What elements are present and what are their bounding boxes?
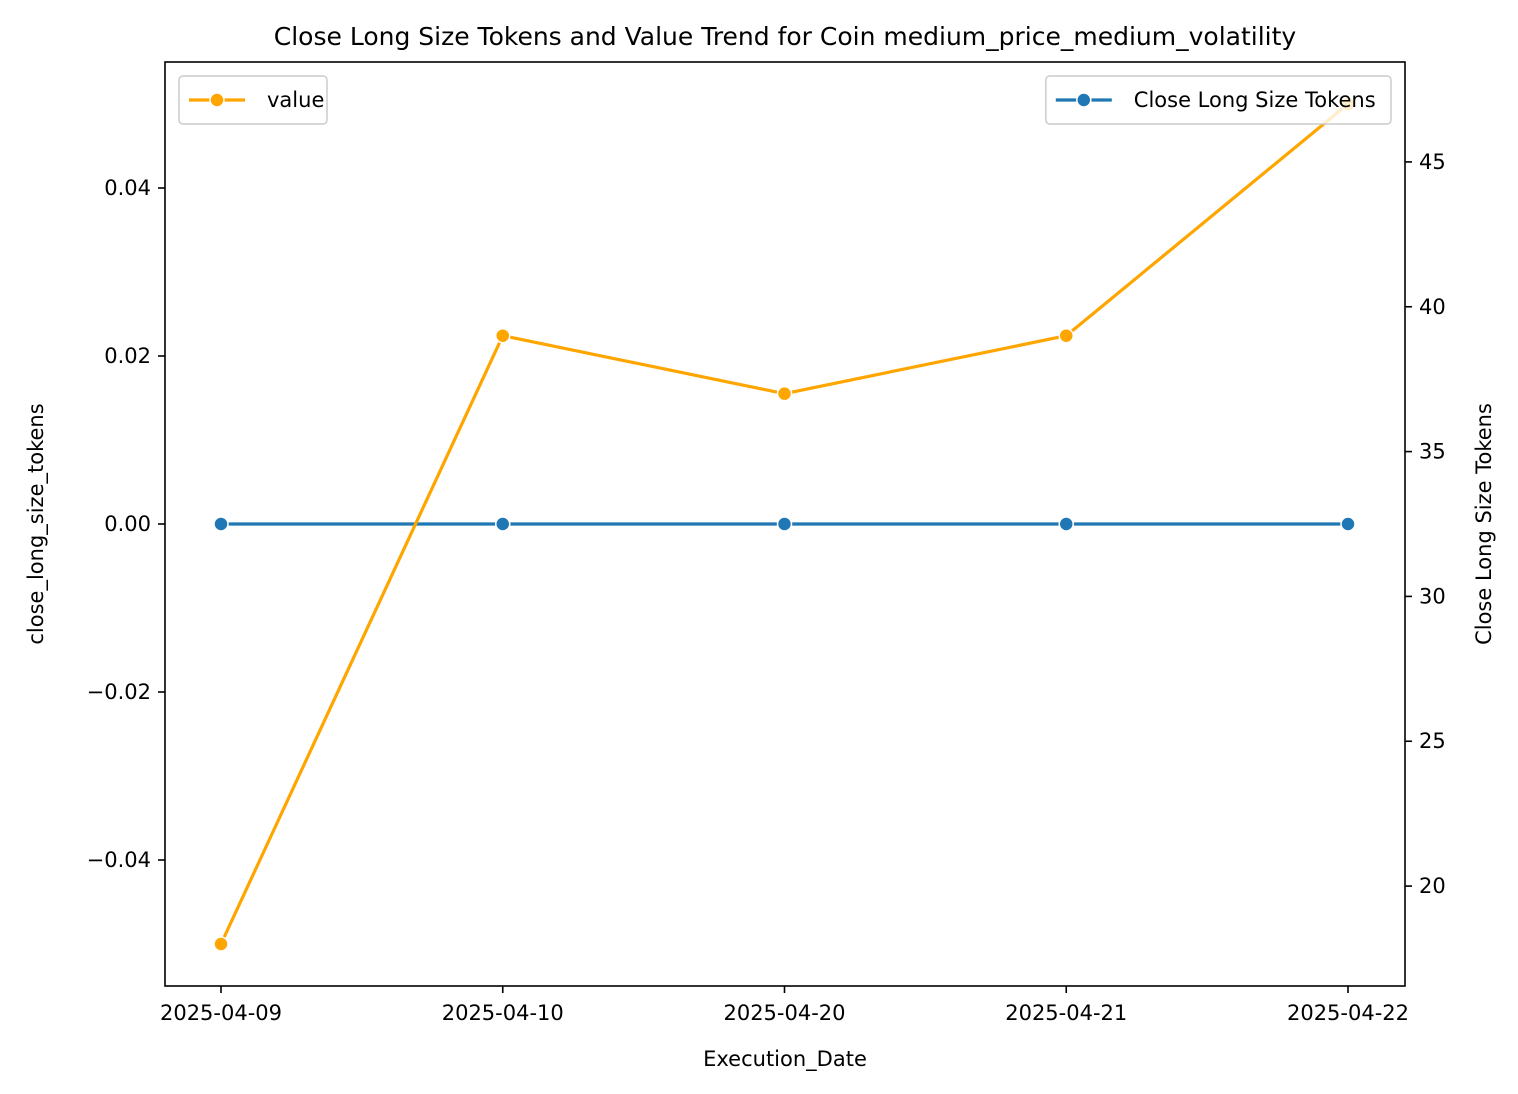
data-point-close-long-size-tokens — [1340, 516, 1356, 532]
y-left-tick-label: −0.02 — [87, 680, 151, 704]
legend-marker — [1076, 92, 1092, 108]
y-left-tick-label: 0.02 — [104, 344, 151, 368]
x-tick-label: 2025-04-21 — [1005, 1001, 1127, 1025]
data-point-value — [776, 385, 793, 402]
y-right-tick-label: 45 — [1419, 150, 1446, 174]
legend-marker — [209, 92, 225, 108]
data-point-close-long-size-tokens — [213, 516, 229, 532]
y-right-tick-label: 20 — [1419, 874, 1446, 898]
data-point-value — [1058, 327, 1074, 344]
data-point-close-long-size-tokens — [776, 516, 793, 532]
y-right-tick-label: 35 — [1419, 440, 1446, 464]
legend-label: value — [267, 88, 324, 112]
legend-box — [178, 75, 328, 125]
y-right-tick-label: 40 — [1419, 295, 1446, 319]
legend-box — [1045, 75, 1392, 125]
data-point-close-long-size-tokens — [495, 516, 511, 532]
x-tick-label: 2025-04-09 — [160, 1001, 282, 1025]
x-axis-label: Execution_Date — [703, 1047, 867, 1072]
y-left-tick-label: 0.00 — [104, 512, 151, 536]
data-point-value — [213, 936, 229, 952]
chart-title: Close Long Size Tokens and Value Trend f… — [274, 22, 1297, 51]
legend-value: value — [178, 75, 328, 125]
x-tick-label: 2025-04-20 — [723, 1001, 845, 1025]
x-tick-label: 2025-04-22 — [1287, 1001, 1409, 1025]
x-tick-label: 2025-04-10 — [442, 1001, 564, 1025]
data-point-value — [495, 327, 511, 344]
data-point-close-long-size-tokens — [1058, 516, 1074, 532]
y-axis-left-label: close_long_size_tokens — [24, 403, 49, 644]
legend-close-long-size-tokens: Close Long Size Tokens — [1045, 75, 1392, 125]
y-right-tick-label: 25 — [1419, 729, 1446, 753]
y-left-tick-label: 0.04 — [104, 176, 151, 200]
y-left-tick-label: −0.04 — [87, 848, 151, 872]
plot-area: 2025-04-09 2025-04-10 2025-04-20 2025-04-21… — [87, 61, 1446, 1025]
y-axis-right-label: Close Long Size Tokens — [1472, 403, 1496, 645]
y-right-tick-label: 30 — [1419, 584, 1446, 608]
legend-label: Close Long Size Tokens — [1134, 88, 1376, 112]
